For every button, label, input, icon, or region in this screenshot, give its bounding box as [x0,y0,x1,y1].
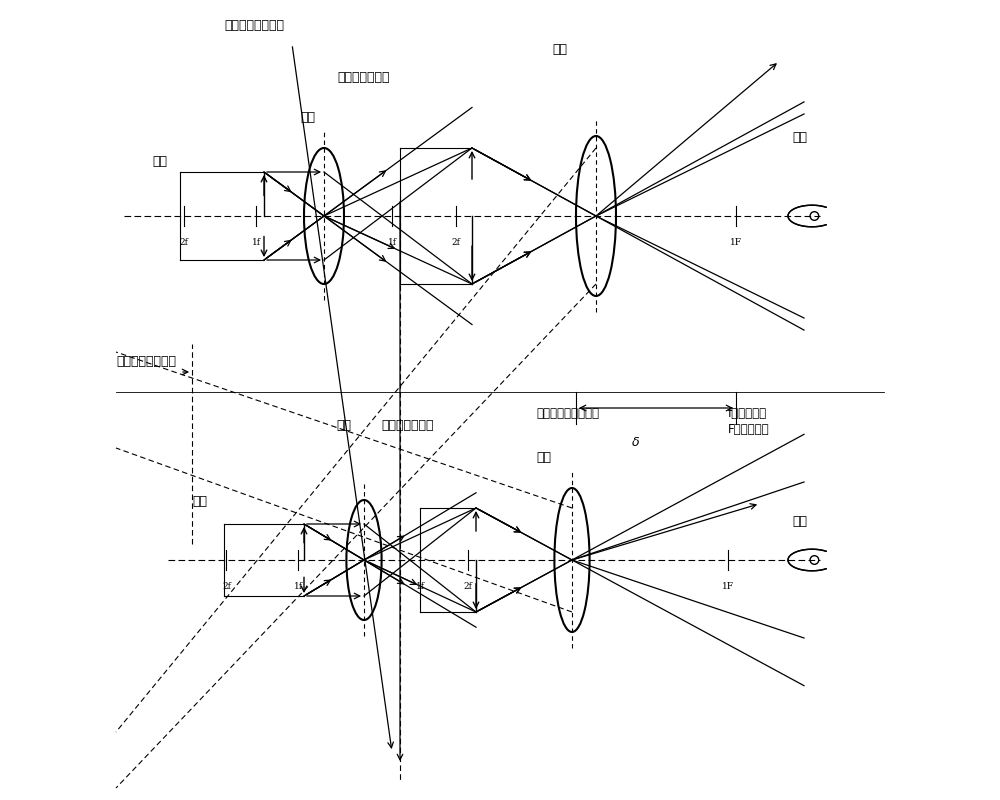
Text: 目镜再放大的虚像: 目镜再放大的虚像 [224,19,284,32]
Text: 2f: 2f [222,582,231,590]
Text: 目镜: 目镜 [536,451,552,464]
Text: F：目镜焦距: F：目镜焦距 [728,423,770,436]
Text: 2f: 2f [180,238,188,246]
Text: 1f: 1f [416,582,424,590]
Text: 1F: 1F [730,238,742,246]
Text: 目镜再放大的虚像: 目镜再放大的虚像 [116,355,176,368]
Text: 物镜: 物镜 [300,111,316,124]
Text: 物镜: 物镜 [336,419,352,432]
Text: 1f: 1f [252,238,260,246]
Text: 调节物镜与目镜距离: 调节物镜与目镜距离 [536,407,600,420]
Text: 2f: 2f [452,238,460,246]
Text: 人眼: 人眼 [792,515,808,528]
Text: f：物镜焦距: f：物镜焦距 [728,407,767,420]
Text: 实物: 实物 [192,495,207,508]
Text: 人眼: 人眼 [792,131,808,144]
Text: 物镜放大的实像: 物镜放大的实像 [338,71,390,84]
Text: 物镜放大的实像: 物镜放大的实像 [382,419,434,432]
Text: 1f: 1f [388,238,396,246]
Text: 1F: 1F [722,582,734,590]
Text: δ: δ [632,436,640,449]
Text: 2f: 2f [464,582,472,590]
Text: 1f: 1f [294,582,303,590]
Text: 实物: 实物 [152,155,167,168]
Text: 目镜: 目镜 [552,43,567,56]
